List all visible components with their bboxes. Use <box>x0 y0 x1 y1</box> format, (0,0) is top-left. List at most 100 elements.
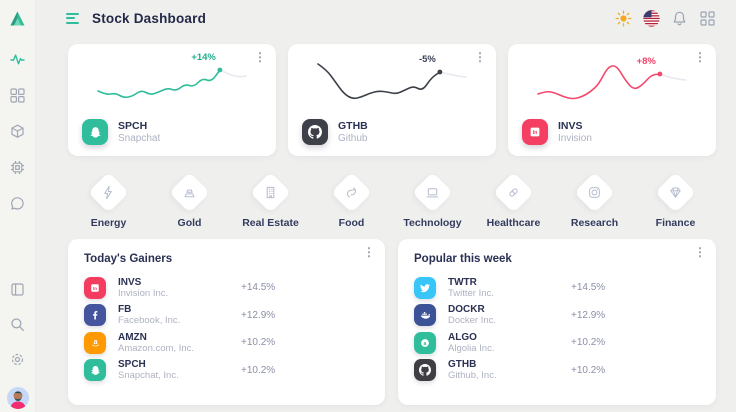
more-options-icon[interactable]: ⋮ <box>363 245 375 259</box>
category-label: Food <box>338 217 365 229</box>
ticker: GTHB <box>448 359 477 371</box>
company-name: Invision Inc. <box>118 287 169 299</box>
category-real-estate[interactable]: Real Estate <box>230 170 311 229</box>
change-value: +10.2% <box>241 364 276 376</box>
activity-icon[interactable] <box>10 52 25 67</box>
snapchat-icon <box>84 359 106 382</box>
facebook-icon <box>84 304 106 327</box>
company-name: Snapchat, Inc. <box>118 370 179 382</box>
change-value: +10.2% <box>571 364 606 376</box>
categories-row: Energy Gold Real Estate Food Technology … <box>68 170 716 229</box>
category-healthcare[interactable]: Healthcare <box>473 170 554 229</box>
twitter-icon <box>414 276 436 299</box>
category-label: Gold <box>177 217 202 229</box>
more-options-icon[interactable]: ⋮ <box>694 245 706 259</box>
panel-icon[interactable] <box>10 282 25 297</box>
category-research[interactable]: Research <box>554 170 635 229</box>
category-label: Real Estate <box>242 217 299 229</box>
sparkline-area: +8% <box>508 44 716 156</box>
bell-icon[interactable] <box>671 10 688 27</box>
category-food[interactable]: Food <box>311 170 392 229</box>
pill-icon <box>509 187 518 197</box>
list-item-algo[interactable]: a ALGO Algolia Inc. +10.2% <box>414 329 700 357</box>
change-value: +12.9% <box>571 309 606 321</box>
user-avatar[interactable] <box>6 387 29 409</box>
github-icon <box>414 359 436 382</box>
ticker: ALGO <box>448 331 477 343</box>
invision-icon: In <box>84 276 106 299</box>
panels-row: Today's Gainers ⋮ In INVS Invision Inc. … <box>68 239 716 405</box>
more-options-icon[interactable]: ⋮ <box>474 50 486 64</box>
chat-icon[interactable] <box>10 196 25 211</box>
category-label: Finance <box>655 217 696 229</box>
sparkline-area: +14% <box>68 44 276 156</box>
company-name: Facebook, Inc. <box>118 315 181 327</box>
company-name: Snapchat <box>118 133 161 144</box>
list-item-fb[interactable]: FB Facebook, Inc. +12.9% <box>84 302 369 330</box>
more-options-icon[interactable]: ⋮ <box>694 50 706 64</box>
svg-text:In: In <box>533 130 538 136</box>
sidebar <box>0 0 36 412</box>
ticker: INVS <box>118 276 142 288</box>
sparkline-chart <box>537 65 687 100</box>
sparkline-chart <box>317 63 467 100</box>
search-icon[interactable] <box>10 317 25 332</box>
panel-title: Popular this week <box>414 253 512 265</box>
building-icon <box>266 186 275 198</box>
laptop-icon <box>426 187 439 197</box>
company-name: Twitter Inc. <box>448 287 494 299</box>
list-item-dockr[interactable]: DOCKR Docker Inc. +12.9% <box>414 302 700 330</box>
main-content: ⋮ +14% SPCH Snapchat ⋮ <box>36 36 736 405</box>
category-gold[interactable]: Gold <box>149 170 230 229</box>
ticker: DOCKR <box>448 304 485 316</box>
stock-card-spch[interactable]: ⋮ +14% SPCH Snapchat <box>68 44 276 156</box>
ticker: FB <box>118 304 132 316</box>
sun-icon[interactable] <box>615 10 632 27</box>
category-technology[interactable]: Technology <box>392 170 473 229</box>
list-item-twtr[interactable]: TWTR Twitter Inc. +14.5% <box>414 274 700 302</box>
hamburger-menu-icon[interactable] <box>66 12 80 24</box>
app-logo-icon[interactable] <box>8 9 27 28</box>
change-value: +10.2% <box>241 337 276 349</box>
ticker: INVS <box>558 120 583 132</box>
more-options-icon[interactable]: ⋮ <box>254 50 266 64</box>
us-flag-icon[interactable] <box>643 9 660 27</box>
apps-grid-icon[interactable] <box>699 10 716 27</box>
panel-title: Today's Gainers <box>84 253 173 265</box>
card-footer: In INVS Invision <box>522 119 592 145</box>
stock-card-invs[interactable]: ⋮ +8% In INVS Invision <box>508 44 716 156</box>
list-item-invs[interactable]: In INVS Invision Inc. +14.5% <box>84 274 369 302</box>
stock-card-gthb[interactable]: ⋮ -5% GTHB Github <box>288 44 496 156</box>
change-value: +10.2% <box>571 337 606 349</box>
card-footer: GTHB Github <box>302 119 368 145</box>
category-finance[interactable]: Finance <box>635 170 716 229</box>
food-icon <box>346 186 357 198</box>
company-name: Github <box>338 133 368 144</box>
list-item-spch[interactable]: SPCH Snapchat, Inc. +10.2% <box>84 357 369 385</box>
gear-icon[interactable] <box>10 352 25 367</box>
popular-this-week-panel: Popular this week ⋮ TWTR Twitter Inc. +1… <box>398 239 716 405</box>
ticker: TWTR <box>448 276 477 288</box>
algolia-icon: a <box>414 331 436 354</box>
list-item-gthb[interactable]: GTHB Github, Inc. +10.2% <box>414 357 700 385</box>
category-energy[interactable]: Energy <box>68 170 149 229</box>
cpu-icon[interactable] <box>10 160 25 175</box>
snapchat-icon <box>82 119 108 145</box>
change-label: -5% <box>418 54 436 65</box>
ticker: SPCH <box>118 120 148 132</box>
list-item-amzn[interactable]: a AMZN Amazon.com, Inc. +10.2% <box>84 329 369 357</box>
change-value: +12.9% <box>241 309 276 321</box>
header-actions <box>615 9 716 27</box>
company-name: Github, Inc. <box>448 370 497 382</box>
dashboard-grid-icon[interactable] <box>10 88 25 103</box>
amazon-icon: a <box>84 331 106 354</box>
category-label: Healthcare <box>486 217 541 229</box>
popular-list: TWTR Twitter Inc. +14.5% DOCKR Docker In… <box>414 274 700 384</box>
cube-icon[interactable] <box>10 124 25 139</box>
todays-gainers-panel: Today's Gainers ⋮ In INVS Invision Inc. … <box>68 239 385 405</box>
company-name: Amazon.com, Inc. <box>118 342 195 354</box>
category-label: Energy <box>90 217 127 229</box>
ticker: SPCH <box>118 359 146 371</box>
company-name: Docker Inc. <box>448 315 497 327</box>
github-icon <box>302 119 328 145</box>
